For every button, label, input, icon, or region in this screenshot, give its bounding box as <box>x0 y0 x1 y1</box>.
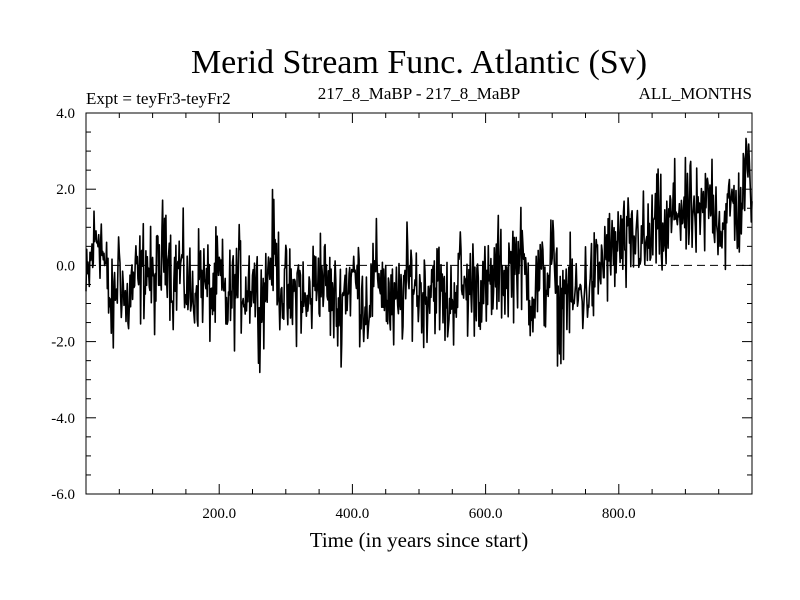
x-tick-label: 800.0 <box>602 506 636 522</box>
y-tick-label: -6.0 <box>51 487 75 503</box>
x-tick-label: 600.0 <box>469 506 503 522</box>
y-tick-label: 2.0 <box>56 182 75 198</box>
y-tick-label: 0.0 <box>56 258 75 274</box>
experiment-label: Expt = teyFr3-teyFr2 <box>86 89 231 108</box>
series-line <box>85 137 753 374</box>
x-tick-label: 200.0 <box>202 506 236 522</box>
period-label: 217_8_MaBP - 217_8_MaBP <box>318 84 520 103</box>
y-tick-label: -2.0 <box>51 335 75 351</box>
chart-title: Merid Stream Func. Atlantic (Sv) <box>191 44 647 81</box>
plot-area: 200.0 400.0 600.0 800.0 4.0 2.0 0.0 -2.0 -4.0 -6.… <box>51 106 753 522</box>
x-axis-label: Time (in years since start) <box>310 528 529 552</box>
y-tick-label: -4.0 <box>51 411 75 427</box>
x-tick-label: 400.0 <box>336 506 370 522</box>
months-label: ALL_MONTHS <box>639 84 752 103</box>
y-tick-label: 4.0 <box>56 106 75 122</box>
